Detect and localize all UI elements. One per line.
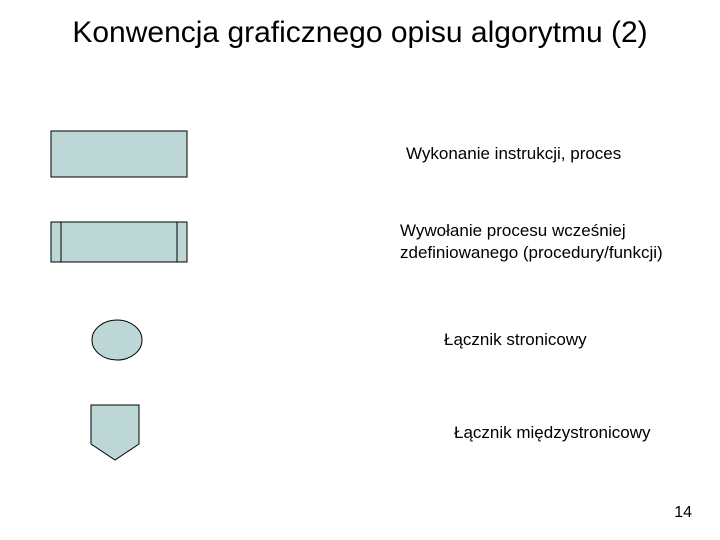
symbol-row-process: Wykonanie instrukcji, proces <box>0 130 720 178</box>
offpage-connector-label: Łącznik międzystronicowy <box>454 422 651 444</box>
symbol-row-offpage-connector: Łącznik międzystronicowy <box>0 404 720 462</box>
offpage-connector-icon <box>90 404 140 462</box>
process-rectangle-icon <box>50 130 188 178</box>
predefined-label: Wywołanie procesu wcześniej zdefiniowane… <box>400 220 720 264</box>
onpage-connector-icon <box>90 318 144 362</box>
process-label: Wykonanie instrukcji, proces <box>406 143 621 165</box>
onpage-connector-label: Łącznik stronicowy <box>444 329 587 351</box>
predefined-process-icon <box>50 221 188 263</box>
slide-title: Konwencja graficznego opisu algorytmu (2… <box>0 14 720 52</box>
page-number: 14 <box>674 504 692 522</box>
symbol-row-predefined: Wywołanie procesu wcześniej zdefiniowane… <box>0 220 720 264</box>
symbol-row-onpage-connector: Łącznik stronicowy <box>0 318 720 362</box>
